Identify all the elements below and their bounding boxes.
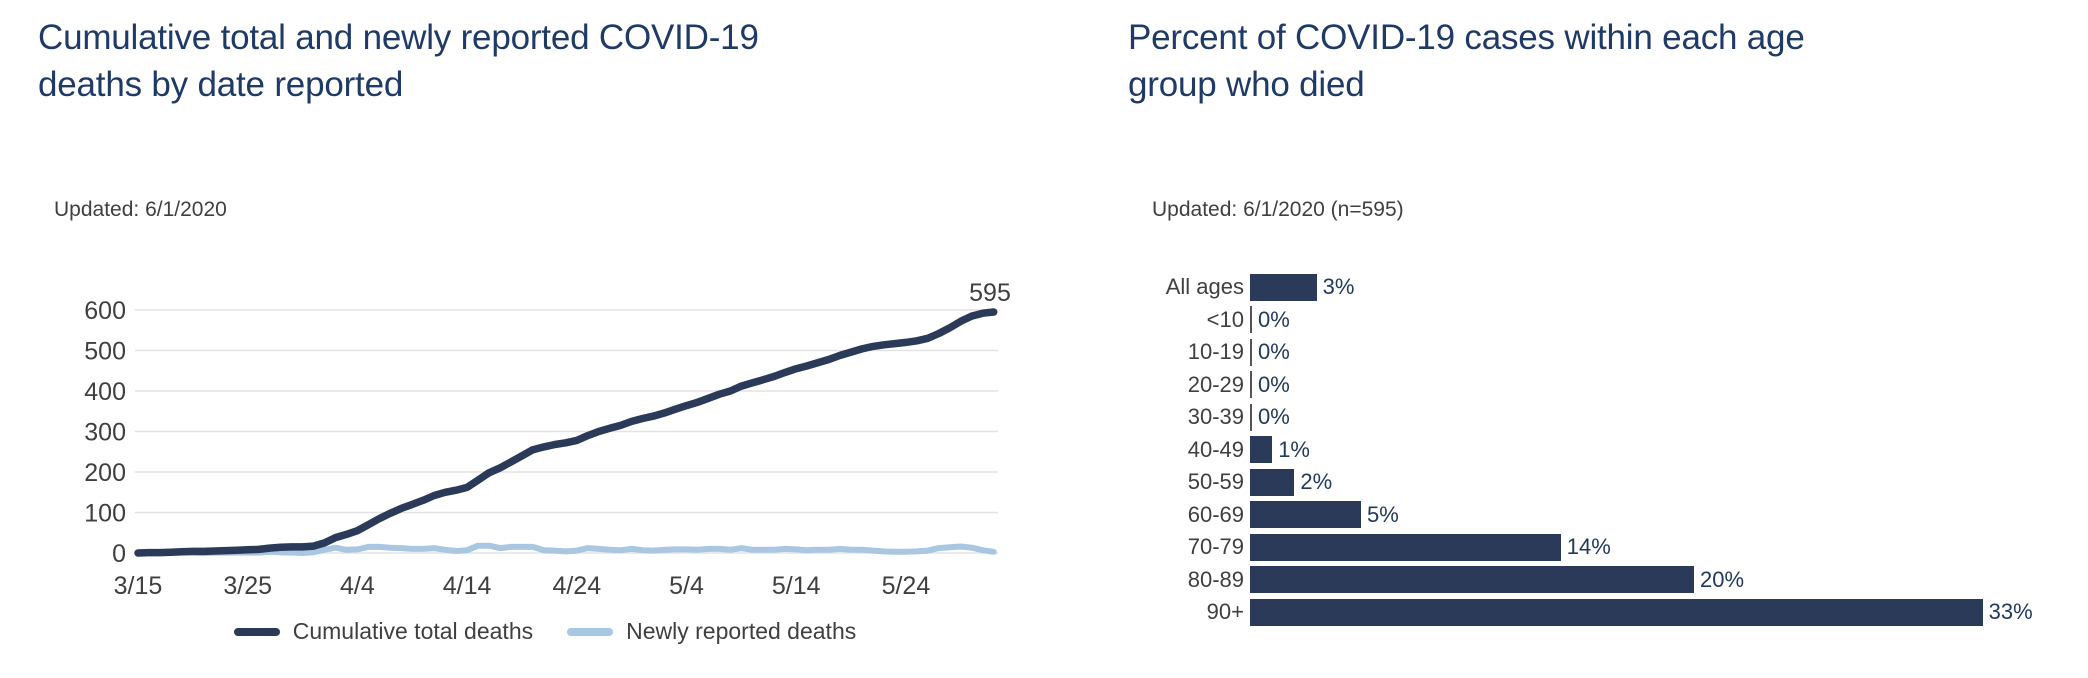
bar-category-label: 70-79 (1187, 534, 1244, 560)
bar-track: 33% (1250, 598, 2084, 626)
line-chart-title-line2: deaths by date reported (38, 65, 404, 104)
bar-track: 20% (1250, 566, 2084, 594)
bar-track: 1% (1250, 436, 2084, 464)
bar[interactable] (1250, 598, 1983, 626)
svg-text:4/24: 4/24 (552, 572, 601, 600)
bar-row: 40-49 1% (1128, 434, 2084, 467)
svg-text:200: 200 (84, 459, 126, 487)
line-chart-title-line1: Cumulative total and newly reported COVI… (38, 18, 759, 57)
bar-value-label: 1% (1278, 436, 1310, 462)
bar[interactable] (1250, 273, 1317, 301)
bar[interactable] (1250, 566, 1694, 594)
bar[interactable] (1250, 501, 1361, 529)
bar-category-label: 60-69 (1187, 501, 1244, 527)
svg-text:5/14: 5/14 (772, 572, 821, 600)
line-chart-legend: Cumulative total deaths Newly reported d… (40, 618, 1050, 645)
bar-chart-updated-label: Updated: 6/1/2020 (n=595) (1152, 198, 1404, 221)
svg-text:100: 100 (84, 500, 126, 528)
cumulative-line-swatch (233, 627, 280, 636)
line-chart-updated-label: Updated: 6/1/2020 (54, 198, 227, 221)
bar-row: <10 0% (1128, 304, 2084, 337)
bar-value-label: 3% (1322, 274, 1355, 300)
bar-category-label: 20-29 (1187, 371, 1244, 397)
bar-row: 60-69 5% (1128, 499, 2084, 532)
svg-text:300: 300 (84, 419, 126, 447)
bar-value-label: 14% (1566, 534, 1611, 560)
bar-track: 2% (1250, 468, 2084, 496)
legend-item-new[interactable]: Newly reported deaths (567, 618, 856, 645)
bar-chart-title-line1: Percent of COVID-19 cases within each ag… (1128, 18, 1805, 57)
bar-chart-plot[interactable]: All ages 3% <10 0% 10-19 0% 20-29 0% 30-39 0% 40-4… (1128, 271, 2084, 629)
bar-track: 0% (1250, 371, 2084, 399)
svg-text:3/15: 3/15 (114, 572, 163, 600)
svg-text:0: 0 (112, 540, 126, 568)
bar-value-label: 20% (1700, 566, 1745, 592)
legend-label-cumulative: Cumulative total deaths (292, 618, 534, 644)
svg-text:5/24: 5/24 (882, 572, 931, 600)
bar-track: 5% (1250, 501, 2084, 529)
bar-row: 70-79 14% (1128, 531, 2084, 564)
bar-track: 3% (1250, 273, 2084, 301)
bar[interactable] (1250, 468, 1295, 496)
bar-row: 20-29 0% (1128, 369, 2084, 402)
svg-text:4/4: 4/4 (340, 572, 375, 600)
svg-text:3/25: 3/25 (223, 572, 272, 600)
new-deaths-line-swatch (567, 627, 614, 636)
svg-text:500: 500 (84, 338, 126, 366)
line-chart-title: Cumulative total and newly reported COVI… (38, 14, 759, 108)
bar[interactable] (1250, 436, 1273, 464)
svg-text:4/14: 4/14 (443, 572, 492, 600)
bar-chart-title: Percent of COVID-19 cases within each ag… (1128, 14, 1805, 108)
zero-axis-tick (1250, 306, 1252, 334)
bar-row: All ages 3% (1128, 271, 2084, 304)
svg-text:5/4: 5/4 (669, 572, 704, 600)
bar-category-label: 30-39 (1187, 404, 1244, 430)
legend-item-cumulative[interactable]: Cumulative total deaths (233, 618, 534, 645)
bar-row: 80-89 20% (1128, 564, 2084, 597)
bar-category-label: <10 (1206, 306, 1244, 332)
bar-value-label: 0% (1258, 339, 1290, 365)
zero-axis-tick (1250, 403, 1252, 431)
bar-category-label: 10-19 (1187, 339, 1244, 365)
bar-row: 50-59 2% (1128, 466, 2084, 499)
svg-text:400: 400 (84, 378, 126, 406)
bar-category-label: 80-89 (1187, 566, 1244, 592)
line-chart-plot[interactable]: 0 100 200 300 400 500 600 3/15 3/25 4/4 4/14 4/24 5/… (40, 278, 1050, 612)
bar-track: 0% (1250, 338, 2084, 366)
bar-chart-title-line2: group who died (1128, 65, 1365, 104)
bar-value-label: 0% (1258, 404, 1290, 430)
svg-text:600: 600 (84, 297, 126, 325)
bar-row: 30-39 0% (1128, 401, 2084, 434)
bar-category-label: 90+ (1206, 599, 1244, 625)
bar-value-label: 5% (1367, 501, 1399, 527)
zero-axis-tick (1250, 338, 1252, 366)
zero-axis-tick (1250, 371, 1252, 399)
bar-category-label: All ages (1165, 274, 1244, 300)
bar-value-label: 0% (1258, 371, 1290, 397)
bar-value-label: 33% (1988, 599, 2033, 625)
svg-text:595: 595 (969, 279, 1011, 307)
bar-row: 10-19 0% (1128, 336, 2084, 369)
bar-category-label: 40-49 (1187, 436, 1244, 462)
bar-row: 90+ 33% (1128, 596, 2084, 629)
legend-label-new: Newly reported deaths (626, 618, 857, 644)
bar-track: 0% (1250, 306, 2084, 334)
bar-value-label: 2% (1300, 469, 1333, 495)
bar-track: 14% (1250, 533, 2084, 561)
bar[interactable] (1250, 533, 1561, 561)
bar-track: 0% (1250, 403, 2084, 431)
bar-value-label: 0% (1258, 306, 1290, 332)
bar-category-label: 50-59 (1187, 469, 1244, 495)
